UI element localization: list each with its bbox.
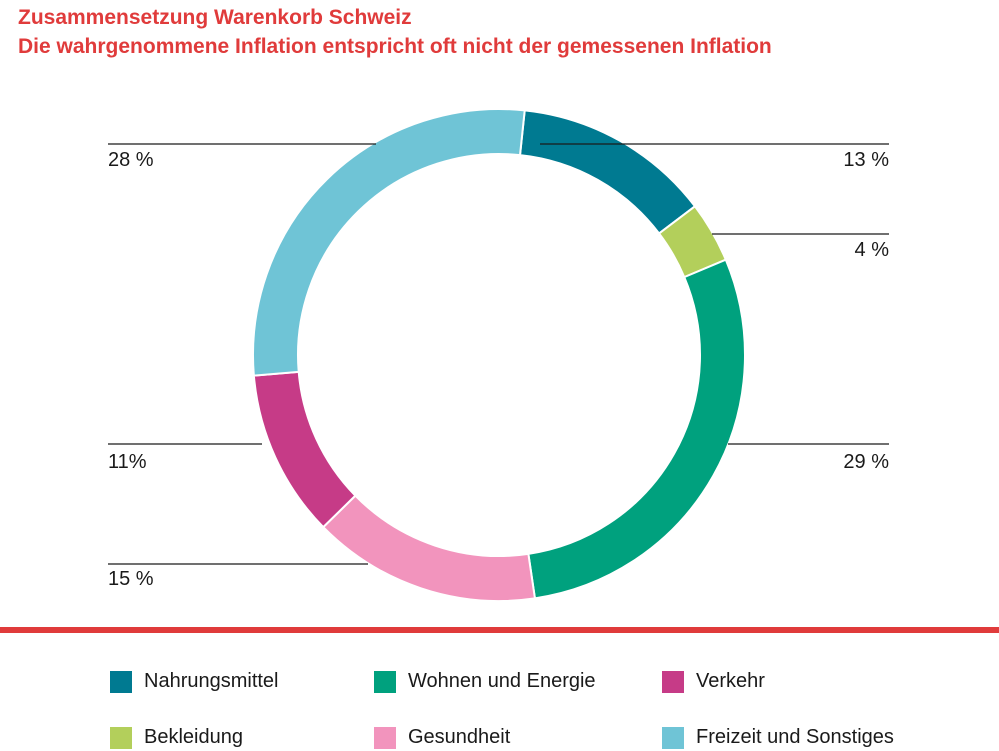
legend-label-verkehr: Verkehr [696,670,765,692]
legend-label-freizeit-und-sonstiges: Freizeit und Sonstiges [696,726,894,748]
legend-swatch-nahrungsmittel [110,670,132,693]
legend-label-nahrungsmittel: Nahrungsmittel [144,670,279,692]
chart-title: Zusammensetzung Warenkorb Schweiz [18,6,412,29]
legend-item-wohnen-und-energie: Wohnen und Energie [374,670,596,693]
legend-item-nahrungsmittel: Nahrungsmittel [110,670,279,693]
legend-label-bekleidung: Bekleidung [144,726,243,748]
legend-swatch-gesundheit [374,726,396,749]
legend-swatch-wohnen-und-energie [374,670,396,693]
data-label-gesundheit: 15 % [108,568,154,590]
slice-gesundheit [321,494,537,602]
legend-item-verkehr: Verkehr [662,670,765,693]
data-label-freizeit-und-sonstiges: 28 % [108,149,154,171]
data-label-nahrungsmittel: 13 % [843,149,889,171]
slice-nahrungsmittel [518,109,697,235]
legend-label-gesundheit: Gesundheit [408,726,511,748]
data-label-wohnen-und-energie: 29 % [843,451,889,473]
data-label-bekleidung: 4 % [855,239,890,261]
legend-item-gesundheit: Gesundheit [374,726,510,749]
slice-verkehr [252,370,357,529]
legend-item-bekleidung: Bekleidung [110,726,243,749]
legend-label-wohnen-und-energie: Wohnen und Energie [408,670,596,692]
chart-subtitle: Die wahrgenommene Inflation entspricht o… [18,35,772,58]
legend-swatch-verkehr [662,670,684,693]
legend-swatch-bekleidung [110,726,132,749]
slice-freizeit-und-sonstiges [252,108,526,377]
slice-wohnen-und-energie [527,258,746,600]
red-divider [0,627,999,633]
legend-swatch-freizeit-und-sonstiges [662,726,684,749]
donut-chart: 28 % 13 % 4 % 29 % 11% 15 % [108,108,890,602]
data-label-verkehr: 11% [108,451,147,473]
legend-item-freizeit-und-sonstiges: Freizeit und Sonstiges [662,726,894,749]
